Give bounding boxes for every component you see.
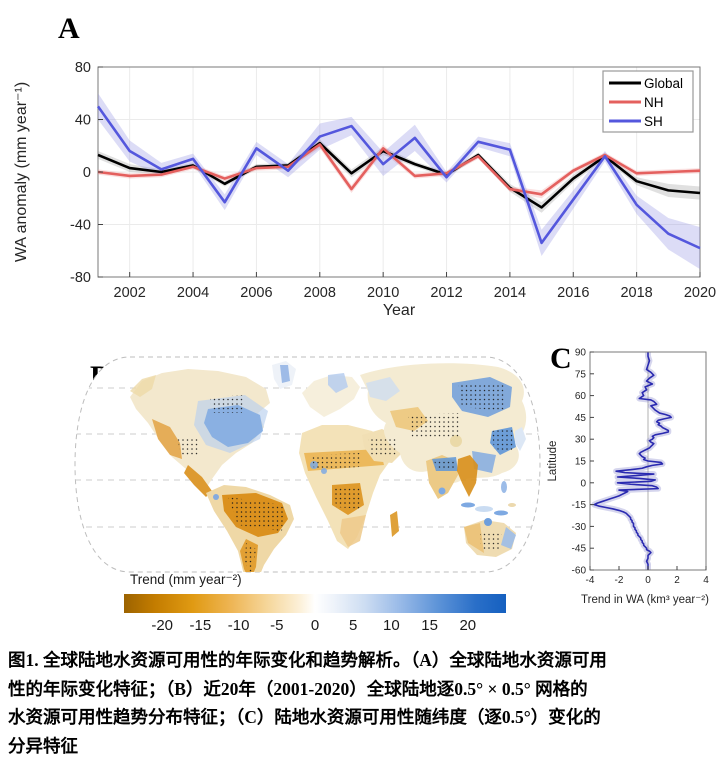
a-series (96, 93, 701, 270)
c-tick-label-y: -60 (572, 566, 587, 577)
a-ticks: 2002 2004 2006 2008 2010 2012 2014 2016 2018 2020… (70, 60, 716, 301)
panel-c-label: C (550, 342, 572, 375)
colorbar-tick-label: 5 (349, 617, 358, 634)
c-tick-label-y: -30 (572, 522, 587, 533)
a-tick-label-x: 2008 (304, 285, 336, 301)
map-continents (130, 361, 533, 572)
c-tick-label-y: 60 (575, 391, 587, 402)
a-tick-label-x: 2018 (620, 285, 652, 301)
colorbar-tick-label: 20 (459, 617, 477, 634)
legend-label-nh: NH (644, 95, 664, 110)
caption-line-2: 性的年际变化特征；（B）近20年（2001-2020）全球陆地逐0.5° × 0… (8, 678, 588, 699)
colorbar-tick-label: 0 (310, 617, 320, 634)
c-tick-label-x: -4 (586, 575, 595, 586)
a-tick-label-x: 2010 (367, 285, 399, 301)
c-tick-label-x: -2 (615, 575, 624, 586)
c-tick-label-y: 45 (575, 413, 587, 424)
colorbar-title: Trend (mm year⁻²) (130, 572, 242, 587)
c-tick-label-y: -15 (572, 500, 587, 511)
colorbar-tick-label: 15 (421, 617, 438, 634)
caption-line-4: 分异特征 (8, 735, 78, 756)
a-tick-label-x: 2006 (240, 285, 272, 301)
panel-b-map (74, 356, 541, 573)
c-y-axis-label: Latitude (547, 441, 559, 482)
a-tick-label-x: 2014 (494, 285, 526, 301)
panel-a-chart: 2002 2004 2006 2008 2010 2012 2014 2016 2018 2020… (13, 60, 716, 319)
c-band (591, 352, 675, 571)
c-tick-label-x: 0 (645, 575, 651, 586)
a-tick-label-y: 80 (75, 60, 91, 76)
colorbar-tick-label: -10 (227, 617, 250, 634)
figure-caption: 图1. 全球陆地水资源可用性的年际变化和趋势解析。（A）全球陆地水资源可用 性的… (8, 646, 720, 760)
c-tick-label-y: 0 (580, 478, 586, 489)
a-band-global (98, 139, 700, 213)
legend-label-sh: SH (644, 114, 663, 129)
c-tick-label-y: 75 (575, 369, 587, 380)
c-tick-label-x: 4 (703, 575, 709, 586)
caption-line-3: 水资源可用性趋势分布特征；（C）陆地水资源可用性随纬度（逐0.5°）变化的 (8, 707, 601, 727)
c-tick-label-x: 2 (674, 575, 680, 586)
c-plot (591, 352, 675, 571)
a-tick-label-y: -80 (70, 270, 91, 286)
colorbar-tick-label: -5 (270, 617, 284, 634)
a-band-nh (98, 140, 700, 199)
colorbar-ticks: -20 -15 -10 -5 0 5 10 15 20 (124, 617, 506, 637)
colorbar (124, 594, 506, 613)
c-ticks: 90 75 60 45 30 15 0 -15 -30 -45 -60-4 -2 0 2 4 (572, 348, 710, 587)
a-tick-label-x: 2020 (684, 285, 716, 301)
a-line-sh (96, 105, 701, 250)
map-stippling (178, 383, 514, 572)
a-tick-label-y: -40 (70, 218, 91, 234)
a-line-nh (97, 143, 701, 196)
a-tick-label-y: 0 (83, 165, 91, 181)
a-y-axis-label: WA anomaly (mm year⁻¹) (13, 82, 30, 262)
c-line (593, 352, 672, 570)
c-tick-label-y: 15 (575, 457, 587, 468)
legend-label-global: Global (644, 76, 683, 91)
a-band-sh (98, 93, 700, 270)
colorbar-tick-label: -20 (151, 617, 174, 634)
colorbar-tick-label: 10 (383, 617, 400, 634)
colorbar-tick-label: -15 (189, 617, 212, 634)
a-x-axis-label: Year (383, 302, 416, 319)
a-tick-label-x: 2012 (430, 285, 462, 301)
a-legend: Global NH SH (602, 70, 694, 133)
c-tick-label-y: 90 (575, 348, 587, 359)
a-tick-label-y: 40 (75, 113, 91, 129)
a-tick-label-x: 2004 (177, 285, 209, 301)
c-tick-label-y: 30 (575, 435, 587, 446)
a-tick-label-x: 2002 (114, 285, 146, 301)
caption-line-1: 图1. 全球陆地水资源可用性的年际变化和趋势解析。（A）全球陆地水资源可用 (8, 650, 607, 670)
c-x-axis-label: Trend in WA (km³ year⁻²) (581, 594, 709, 606)
panel-a-label: A (58, 12, 80, 45)
panel-c-chart: 90 75 60 45 30 15 0 -15 -30 -45 -60-4 -2 0 2 4 Latitud… (547, 348, 710, 607)
c-tick-label-y: -45 (572, 544, 587, 555)
a-tick-label-x: 2016 (557, 285, 589, 301)
